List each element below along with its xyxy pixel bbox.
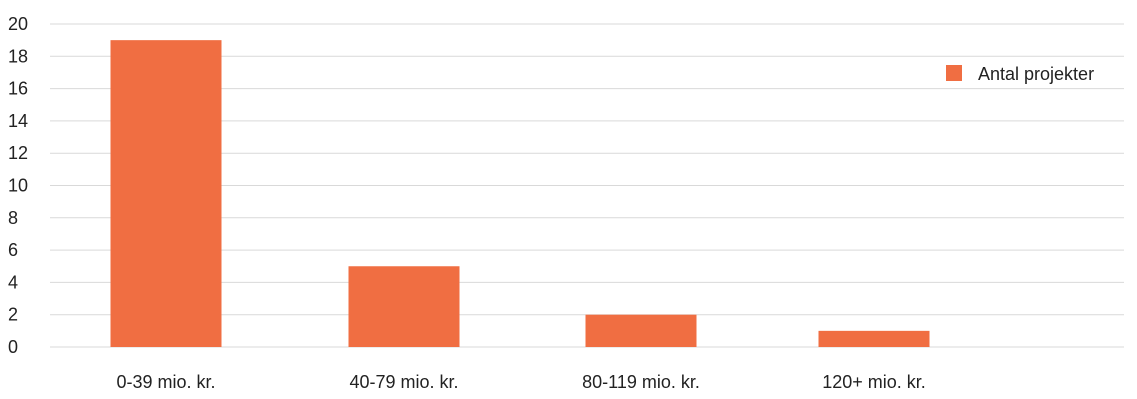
- legend: Antal projekter: [946, 64, 1094, 84]
- x-category-label-2: 40-79 mio. kr.: [349, 372, 458, 392]
- y-tick-label-12: 12: [8, 143, 28, 163]
- x-category-label-4: 120+ mio. kr.: [822, 372, 926, 392]
- bar-4: [818, 330, 930, 347]
- bar-2: [348, 266, 460, 347]
- y-axis-ticks: 0 2 4 6 8 10 12 14 16 18 20: [8, 14, 28, 357]
- y-tick-label-0: 0: [8, 337, 18, 357]
- legend-label: Antal projekter: [978, 64, 1094, 84]
- y-tick-label-14: 14: [8, 111, 28, 131]
- gridlines: [50, 23, 1124, 348]
- y-tick-label-10: 10: [8, 176, 28, 196]
- y-tick-label-16: 16: [8, 79, 28, 99]
- bars: [110, 40, 930, 348]
- bar-3: [585, 314, 697, 347]
- y-tick-label-20: 20: [8, 14, 28, 34]
- bar-1: [110, 40, 222, 348]
- y-tick-label-2: 2: [8, 305, 18, 325]
- x-category-label-1: 0-39 mio. kr.: [116, 372, 215, 392]
- y-tick-label-8: 8: [8, 208, 18, 228]
- y-tick-label-4: 4: [8, 272, 18, 292]
- y-tick-label-6: 6: [8, 240, 18, 260]
- y-tick-label-18: 18: [8, 46, 28, 66]
- legend-swatch: [946, 65, 962, 81]
- x-category-label-3: 80-119 mio. kr.: [582, 372, 700, 392]
- x-axis-categories: 0-39 mio. kr. 40-79 mio. kr. 80-119 mio. k…: [116, 372, 925, 392]
